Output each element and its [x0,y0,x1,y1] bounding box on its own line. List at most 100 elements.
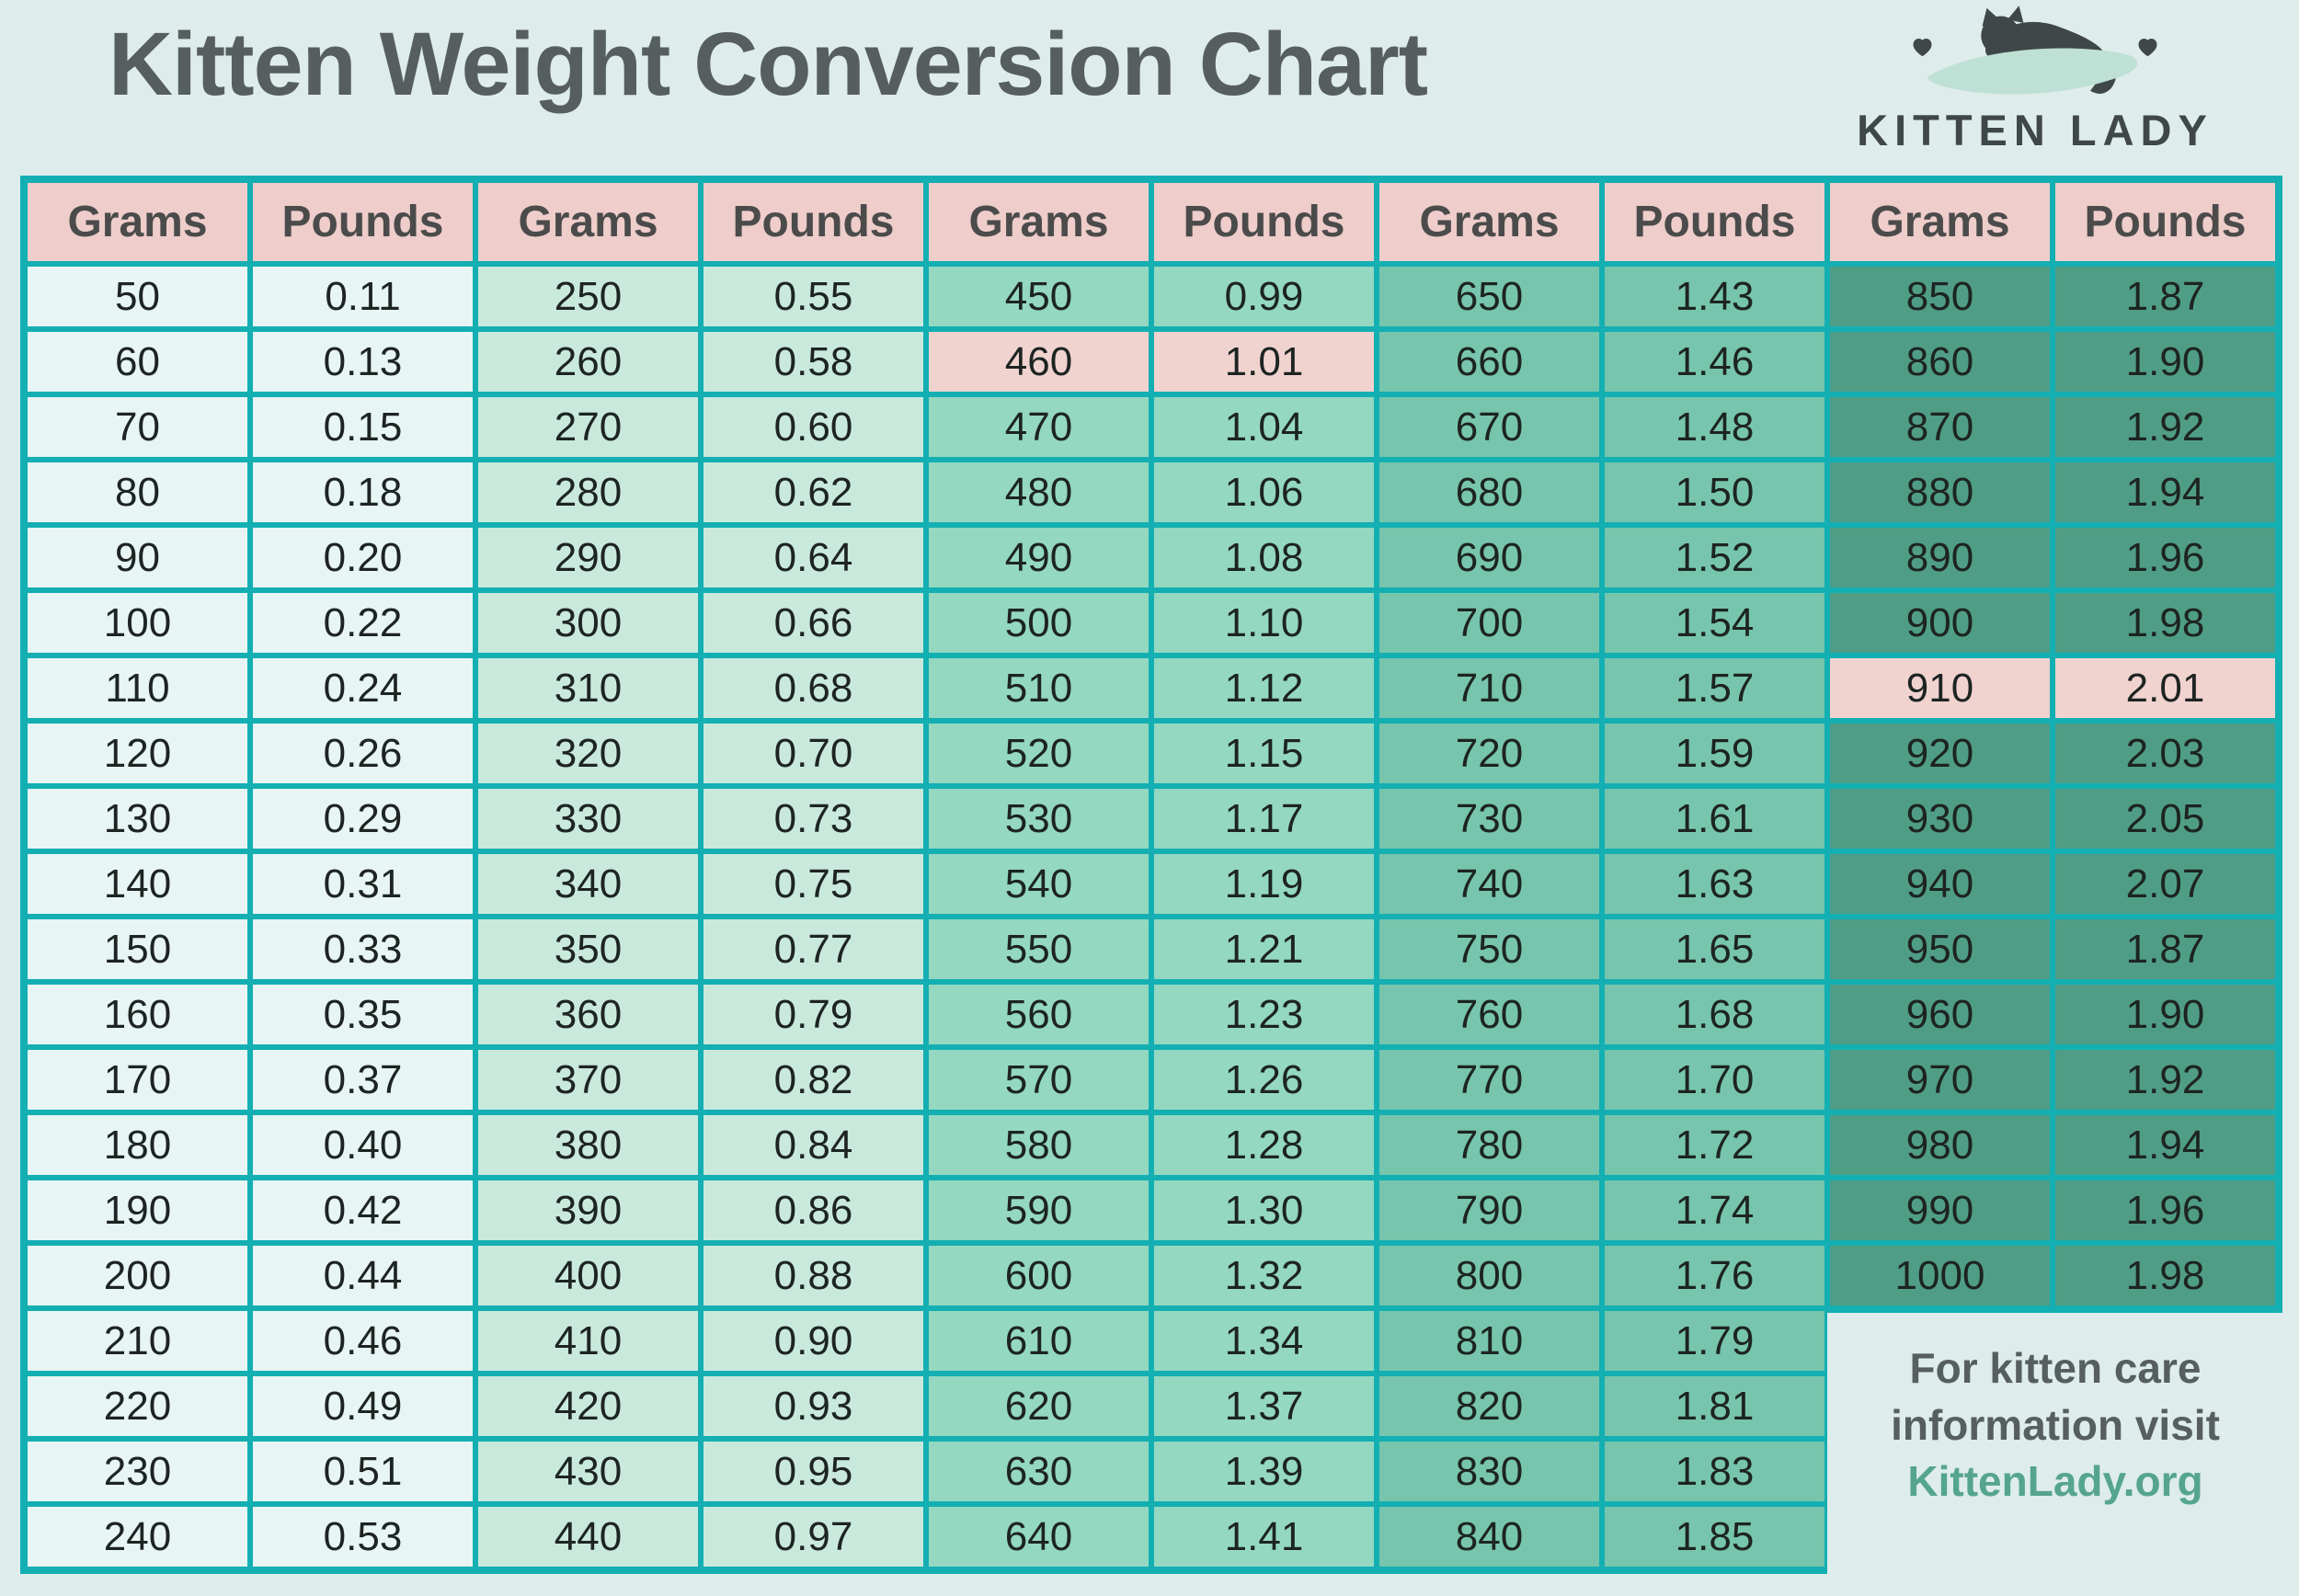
pounds-cell: 0.37 [253,1050,473,1110]
pounds-cell: 1.76 [1605,1246,1824,1305]
pounds-cell: 0.58 [703,332,923,392]
pounds-cell: 0.60 [703,397,923,457]
grams-cell: 640 [929,1507,1149,1567]
pounds-cell: 1.74 [1605,1180,1824,1240]
pounds-cell: 1.94 [2055,462,2275,522]
pounds-cell: 1.32 [1154,1246,1374,1305]
grams-cell: 180 [28,1115,247,1175]
grams-header: Grams [478,183,698,261]
pounds-cell: 0.70 [703,724,923,783]
grams-cell: 50 [28,267,247,326]
grams-cell: 550 [929,919,1149,979]
column-group-3: Grams Pounds 450 0.99 460 1.01 470 1.04 480 1.06 4… [926,176,1377,1574]
grams-cell: 490 [929,528,1149,587]
grams-cell: 850 [1830,267,2050,326]
grams-cell: 730 [1379,789,1599,849]
pounds-cell: 1.12 [1154,658,1374,718]
pounds-cell: 1.90 [2055,985,2275,1044]
pounds-cell: 1.63 [1605,854,1824,914]
grams-cell: 340 [478,854,698,914]
pounds-cell: 0.86 [703,1180,923,1240]
grams-cell: 960 [1830,985,2050,1044]
pounds-cell: 1.48 [1605,397,1824,457]
grams-cell: 80 [28,462,247,522]
pounds-cell: 2.05 [2055,789,2275,849]
grams-cell: 220 [28,1376,247,1436]
grams-cell: 360 [478,985,698,1044]
column-group-5: Grams Pounds 850 1.87 860 1.90 870 1.92 880 1.94 8… [1827,176,2282,1313]
heart-left-icon [1913,38,1932,57]
grams-cell: 260 [478,332,698,392]
grams-cell: 820 [1379,1376,1599,1436]
grams-cell: 470 [929,397,1149,457]
grams-cell: 250 [478,267,698,326]
grams-cell: 60 [28,332,247,392]
page-title: Kitten Weight Conversion Chart [109,14,1428,114]
grams-cell: 610 [929,1311,1149,1371]
grams-cell: 160 [28,985,247,1044]
grams-cell: 280 [478,462,698,522]
grams-cell: 650 [1379,267,1599,326]
pounds-cell: 0.97 [703,1507,923,1567]
column-group-2: Grams Pounds 250 0.55 260 0.58 270 0.60 280 0.62 2… [475,176,926,1574]
pounds-cell: 0.22 [253,593,473,653]
grams-cell: 500 [929,593,1149,653]
pounds-cell: 1.96 [2055,528,2275,587]
pounds-cell: 1.52 [1605,528,1824,587]
grams-cell: 320 [478,724,698,783]
pounds-cell: 1.98 [2055,593,2275,653]
grams-cell: 600 [929,1246,1149,1305]
grams-cell: 860 [1830,332,2050,392]
pounds-cell: 1.96 [2055,1180,2275,1240]
pounds-cell: 0.11 [253,267,473,326]
pounds-cell: 0.90 [703,1311,923,1371]
pounds-cell: 0.51 [253,1442,473,1501]
grams-cell: 300 [478,593,698,653]
pounds-cell: 1.87 [2055,267,2275,326]
pounds-cell: 1.34 [1154,1311,1374,1371]
pounds-cell: 0.44 [253,1246,473,1305]
grams-cell: 800 [1379,1246,1599,1305]
pounds-cell: 1.21 [1154,919,1374,979]
hand-shape [1927,48,2138,95]
pounds-cell: 0.62 [703,462,923,522]
pounds-cell: 0.33 [253,919,473,979]
grams-cell: 520 [929,724,1149,783]
grams-cell: 760 [1379,985,1599,1044]
pounds-cell: 0.99 [1154,267,1374,326]
pounds-cell: 1.92 [2055,397,2275,457]
pounds-cell: 0.68 [703,658,923,718]
pounds-cell: 2.03 [2055,724,2275,783]
grams-cell: 350 [478,919,698,979]
grams-cell: 370 [478,1050,698,1110]
brand-name: KITTEN LADY [1857,106,2213,154]
pounds-cell: 1.90 [2055,332,2275,392]
grams-cell: 440 [478,1507,698,1567]
pounds-cell: 1.54 [1605,593,1824,653]
kitten-lady-logo: KITTEN LADY [1810,6,2260,155]
pounds-cell: 1.26 [1154,1050,1374,1110]
pounds-cell: 0.84 [703,1115,923,1175]
pounds-cell: 1.15 [1154,724,1374,783]
grams-cell: 740 [1379,854,1599,914]
grams-cell: 70 [28,397,247,457]
grams-cell: 450 [929,267,1149,326]
grams-cell: 810 [1379,1311,1599,1371]
pounds-cell: 1.37 [1154,1376,1374,1436]
pounds-cell: 0.40 [253,1115,473,1175]
grams-cell: 110 [28,658,247,718]
pounds-cell: 1.10 [1154,593,1374,653]
grams-cell: 700 [1379,593,1599,653]
grams-cell: 430 [478,1442,698,1501]
grams-cell: 380 [478,1115,698,1175]
grams-cell: 930 [1830,789,2050,849]
grams-cell: 670 [1379,397,1599,457]
grams-cell: 90 [28,528,247,587]
grams-cell: 240 [28,1507,247,1567]
grams-cell: 390 [478,1180,698,1240]
pounds-cell: 1.57 [1605,658,1824,718]
pounds-cell: 0.82 [703,1050,923,1110]
pounds-cell: 0.64 [703,528,923,587]
grams-cell: 870 [1830,397,2050,457]
pounds-cell: 0.73 [703,789,923,849]
